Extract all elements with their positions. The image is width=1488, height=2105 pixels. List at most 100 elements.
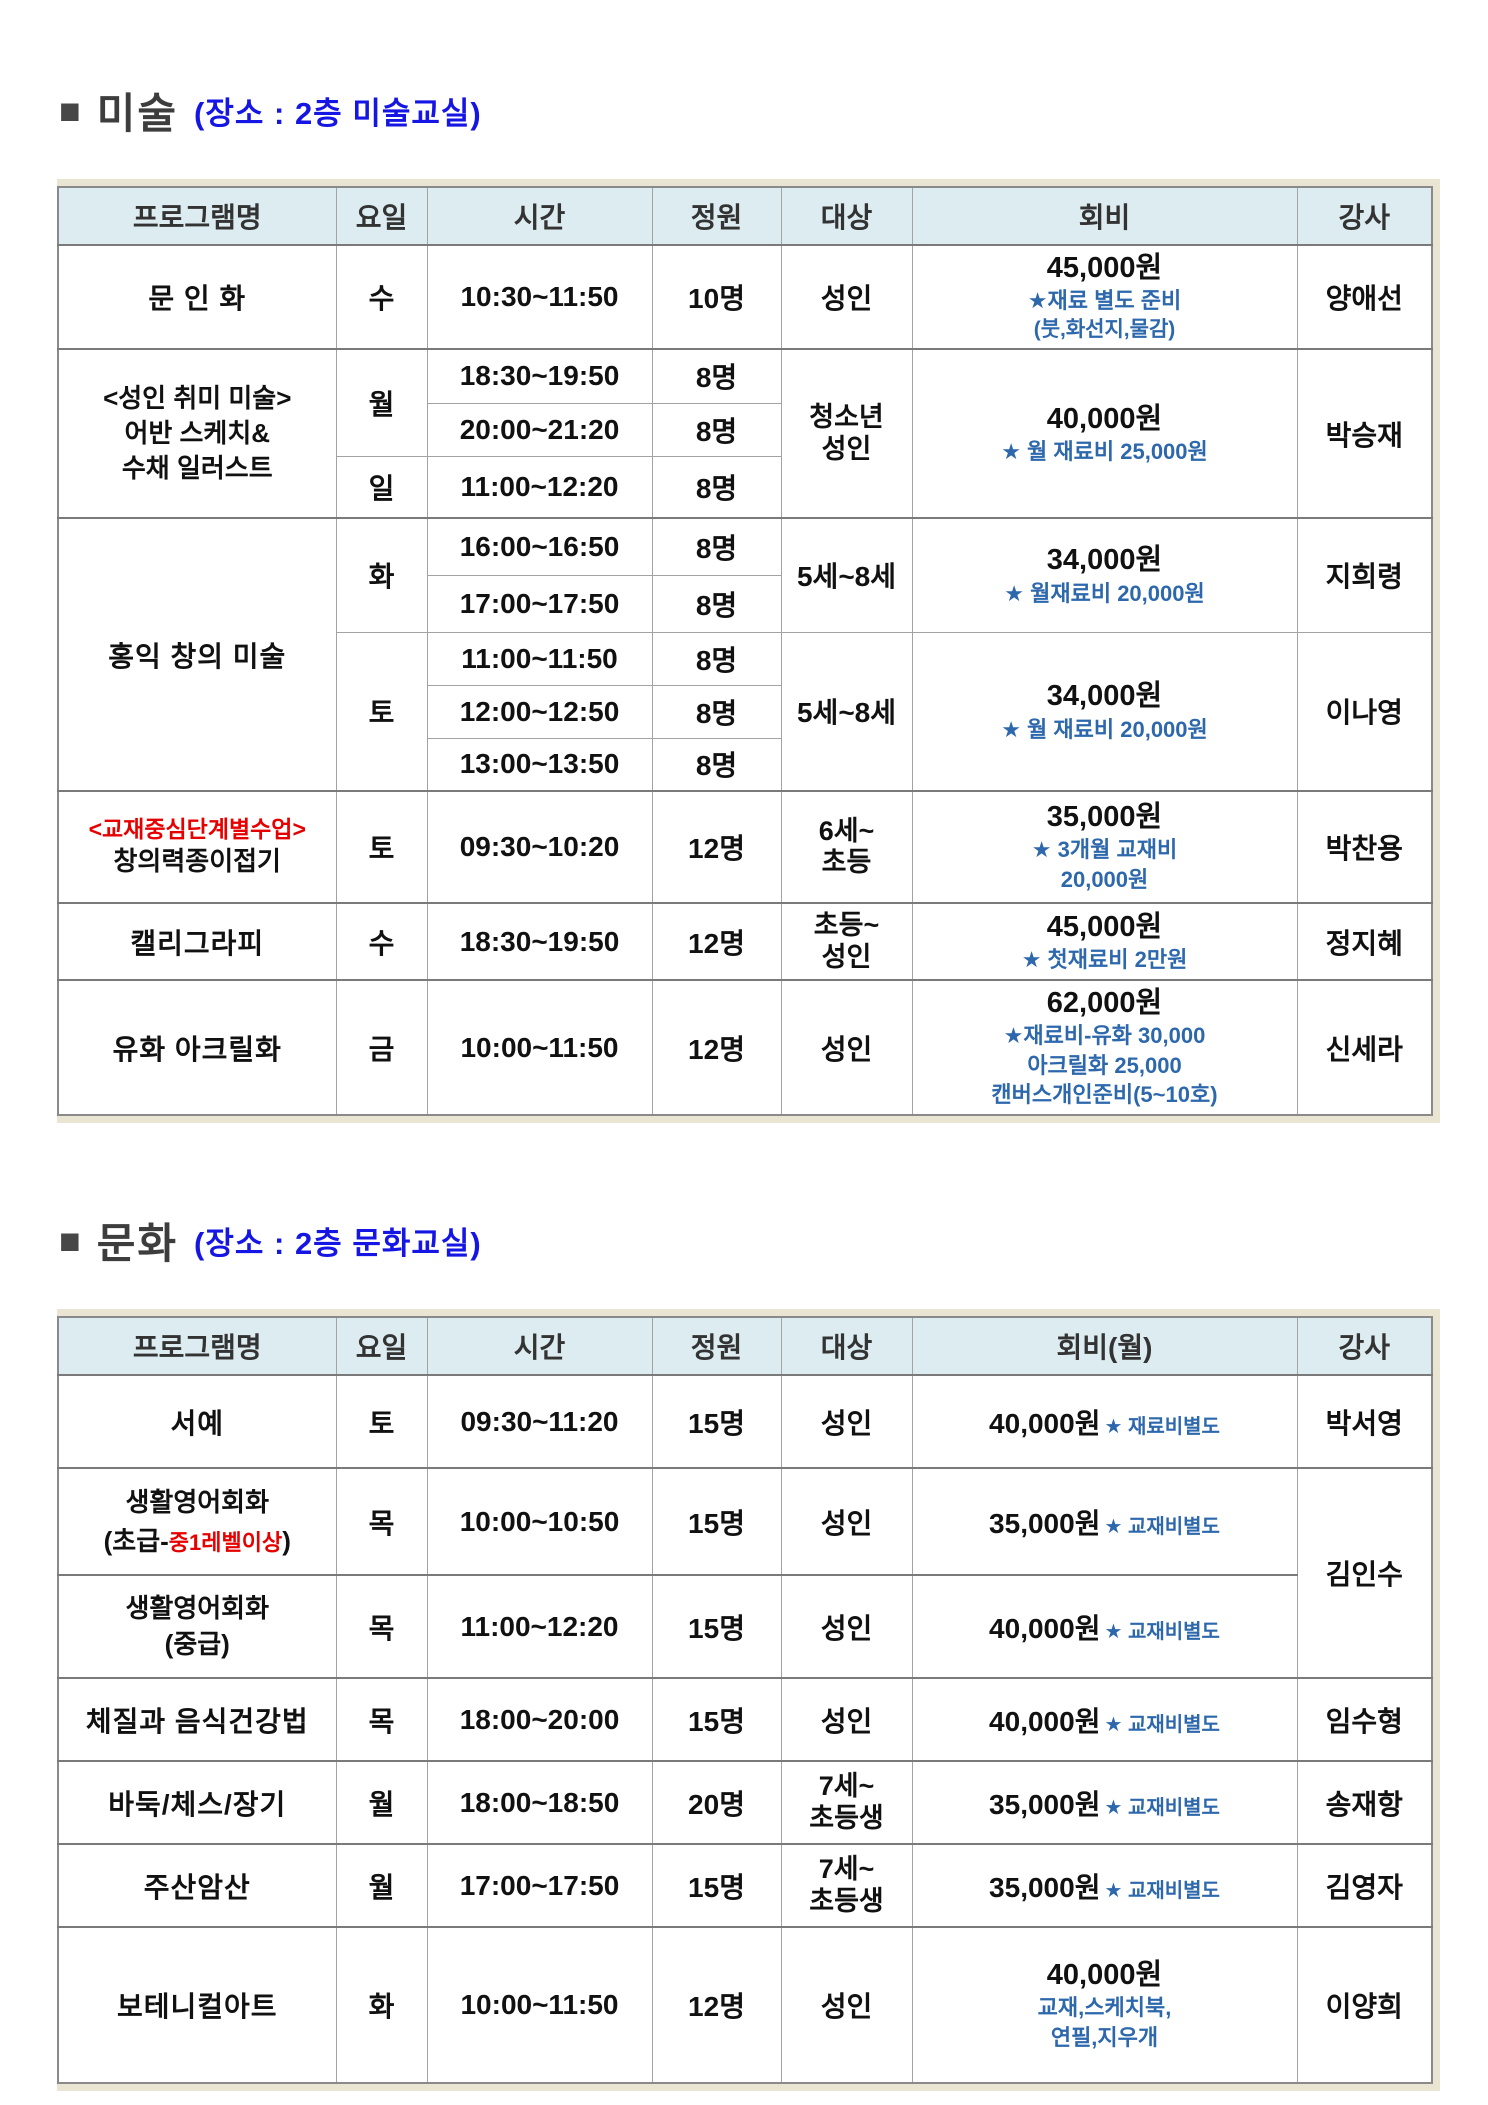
cell-fee: 35,000원 ★ 교재비별도	[911, 1843, 1298, 1928]
fee-amount: 62,000원	[1046, 986, 1163, 1019]
fee-note: ★ 월 재료비 20,000원	[1001, 716, 1208, 742]
fee-note: ★재료 별도 준비	[1027, 288, 1182, 314]
row-origami: <교재중심단계별수업> 창의력종이접기 토 09:30~10:20 12명 6세…	[57, 790, 1433, 904]
misul-subtitle-text: (장소 : 2층 미술교실)	[194, 96, 482, 131]
misul-table-shadow: 프로그램명 요일 시간 정원 대상 회비 강사 문 인 화 수 10:30~11…	[57, 179, 1440, 1123]
fee-note: ★ 교재비별도	[1104, 1796, 1220, 1819]
target-line: 초등생	[809, 1885, 884, 1916]
fee-amount: 35,000원	[1046, 801, 1163, 834]
cell-fee: 34,000원 ★ 월재료비 20,000원	[911, 517, 1298, 633]
cell-fee: 40,000원 ★ 재료비별도	[911, 1374, 1298, 1469]
cell-capacity: 15명	[651, 1677, 782, 1762]
cell-target: 청소년 성인	[780, 348, 913, 519]
cell-fee: 35,000원 ★ 교재비별도	[911, 1467, 1298, 1576]
cell-target: 7세~ 초등생	[780, 1760, 913, 1845]
misul-table: 프로그램명 요일 시간 정원 대상 회비 강사 문 인 화 수 10:30~11…	[57, 186, 1433, 1116]
square-bullet-icon: ■	[59, 1219, 81, 1261]
cell-day: 수	[335, 902, 428, 981]
cell-fee: 40,000원 ★ 월 재료비 25,000원	[911, 348, 1298, 519]
cell-program: 캘리그라피	[57, 902, 337, 981]
cell-target: 성인	[780, 1574, 913, 1679]
cell-capacity: 8명	[651, 517, 782, 576]
cell-target: 성인	[780, 1467, 913, 1576]
cell-fee: 34,000원 ★ 월 재료비 20,000원	[911, 631, 1298, 792]
fee-amount: 40,000원	[1046, 402, 1163, 435]
row-hongik-2: 17:00~17:50 8명	[58, 574, 1432, 633]
cell-fee: 40,000원 교재,스케치북, 연필,지우개	[911, 1926, 1298, 2084]
munhwa-subtitle-text: (장소 : 2층 문화교실)	[194, 1226, 482, 1261]
row-english-mid: 생활영어회화 (중급) 목 11:00~12:20 15명 성인 40,000원…	[57, 1574, 1432, 1679]
cell-day: 토	[335, 790, 428, 904]
cell-fee: 45,000원 ★재료 별도 준비 (붓,화선지,물감)	[911, 244, 1298, 350]
cell-time: 10:30~11:50	[426, 244, 653, 350]
cell-time: 11:00~12:20	[426, 455, 653, 519]
cell-fee: 40,000원 ★ 교재비별도	[911, 1574, 1298, 1679]
cell-time: 18:00~18:50	[426, 1760, 653, 1845]
cell-program: 서예	[57, 1374, 337, 1469]
cell-teacher: 양애선	[1296, 244, 1433, 350]
row-hongik-4: 12:00~12:50 8명	[58, 684, 1432, 739]
cell-day: 월	[335, 1760, 428, 1845]
col-time: 시간	[426, 186, 653, 246]
cell-capacity: 8명	[651, 631, 782, 686]
fee-note: ★ 교재비별도	[1104, 1620, 1220, 1643]
cell-teacher: 정지혜	[1296, 902, 1433, 981]
fee-note: ★ 교재비별도	[1104, 1713, 1220, 1736]
program-name: 생활영어회화	[125, 1487, 270, 1518]
cell-program: 문 인 화	[57, 244, 337, 350]
row-jusan: 주산암산 월 17:00~17:50 15명 7세~ 초등생 35,000원 ★ …	[57, 1843, 1433, 1928]
fee-note: 아크릴화 25,000	[1027, 1052, 1182, 1078]
program-name: 수채 일러스트	[121, 453, 273, 484]
fee-note: 캔버스개인준비(5~10호)	[991, 1082, 1218, 1108]
col-target: 대상	[780, 1316, 913, 1376]
cell-day: 목	[335, 1574, 428, 1679]
program-tag-red: <교재중심단계별수업>	[88, 815, 306, 842]
cell-time: 17:00~17:50	[426, 574, 653, 633]
cell-time: 13:00~13:50	[426, 737, 653, 792]
cell-capacity: 12명	[651, 790, 782, 904]
target-line: 청소년	[809, 402, 884, 433]
cell-capacity: 15명	[651, 1574, 782, 1679]
cell-day: 일	[335, 455, 428, 519]
row-food-health: 체질과 음식건강법 목 18:00~20:00 15명 성인 40,000원 ★ …	[57, 1677, 1433, 1762]
fee-amount: 35,000원	[989, 1507, 1101, 1539]
program-sub-prefix: (초급-	[103, 1525, 169, 1556]
row-oil-acrylic: 유화 아크릴화 금 10:00~11:50 12명 성인 62,000원 ★재료…	[57, 979, 1433, 1116]
cell-time: 12:00~12:50	[426, 684, 653, 739]
cell-program: 보테니컬아트	[57, 1926, 337, 2084]
fee-note: ★ 3개월 교재비	[1031, 837, 1178, 863]
munhwa-section-title: ■ 문화 (장소 : 2층 문화교실)	[59, 1210, 1488, 1271]
cell-teacher: 박승재	[1296, 348, 1433, 519]
row-hongik-5: 13:00~13:50 8명	[58, 737, 1432, 792]
cell-time: 18:30~19:50	[426, 902, 653, 981]
cell-capacity: 8명	[651, 348, 782, 404]
munhwa-header-row: 프로그램명 요일 시간 정원 대상 회비(월) 강사	[57, 1316, 1433, 1376]
target-line: 7세~	[818, 1854, 875, 1885]
row-hongik-3: 토 11:00~11:50 8명 5세~8세 34,000원 ★ 월 재료비 2…	[58, 631, 1433, 792]
cell-time: 16:00~16:50	[426, 517, 653, 576]
cell-day: 월	[335, 348, 428, 457]
cell-program: 유화 아크릴화	[57, 979, 337, 1116]
cell-teacher: 송재항	[1296, 1760, 1433, 1845]
program-tag: <성인 취미 미술>	[103, 382, 292, 413]
target-line: 성인	[821, 433, 872, 464]
cell-capacity: 12명	[651, 979, 782, 1116]
cell-day: 화	[335, 517, 428, 633]
cell-capacity: 8명	[651, 574, 782, 633]
program-name: 창의력종이접기	[113, 846, 281, 877]
col-fee-monthly: 회비(월)	[911, 1316, 1298, 1376]
col-program: 프로그램명	[57, 186, 337, 246]
munhwa-table: 프로그램명 요일 시간 정원 대상 회비(월) 강사 서예 토 09:30~11…	[57, 1316, 1433, 2084]
cell-capacity: 12명	[651, 902, 782, 981]
cell-day: 월	[335, 1843, 428, 1928]
row-urban-1: <성인 취미 미술> 어반 스케치& 수채 일러스트 월 18:30~19:50…	[57, 348, 1433, 519]
misul-header-row: 프로그램명 요일 시간 정원 대상 회비 강사	[57, 186, 1433, 246]
cell-fee: 35,000원 ★ 3개월 교재비 20,000원	[911, 790, 1298, 904]
cell-fee: 45,000원 ★ 첫재료비 2만원	[911, 902, 1298, 981]
fee-note: ★ 월재료비 20,000원	[1004, 580, 1205, 606]
fee-amount: 34,000원	[1046, 544, 1163, 577]
target-line: 초등~	[813, 910, 880, 941]
cell-program: 홍익 창의 미술	[57, 517, 337, 792]
cell-time: 18:00~20:00	[426, 1677, 653, 1762]
cell-fee: 40,000원 ★ 교재비별도	[911, 1677, 1298, 1762]
